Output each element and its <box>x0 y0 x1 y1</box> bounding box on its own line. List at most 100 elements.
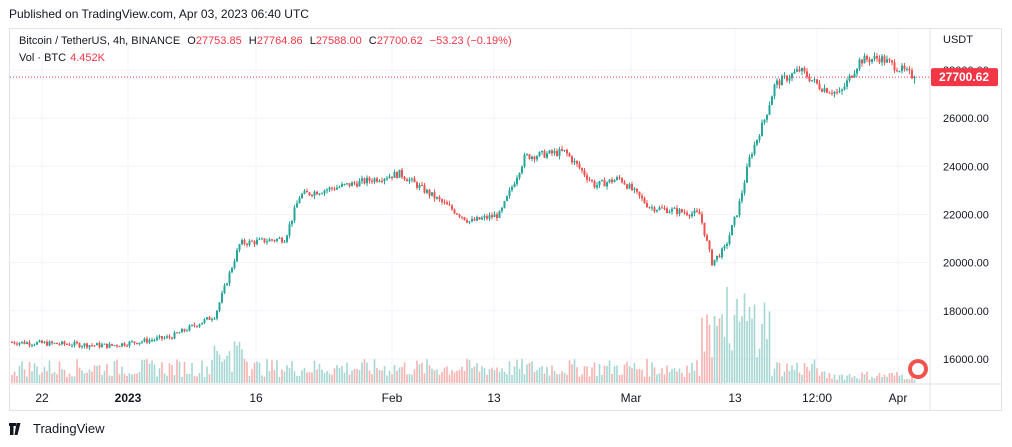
high-label: H <box>248 35 257 47</box>
volume-bar <box>823 371 826 383</box>
volume-bar <box>386 375 388 383</box>
volume-bar <box>296 375 298 383</box>
candle-body <box>163 337 166 339</box>
volume-bar <box>188 373 191 383</box>
last-price-label: 27700.62 <box>939 70 989 84</box>
candle-body <box>886 59 888 63</box>
volume-bar <box>773 368 776 383</box>
volume-bar <box>48 360 51 383</box>
candle-body <box>91 345 93 347</box>
candle-body <box>776 80 778 85</box>
candle-body <box>106 343 108 348</box>
volume-bar <box>426 359 428 383</box>
candle-body <box>26 342 28 344</box>
volume-bar <box>866 371 868 383</box>
candle-body <box>623 182 626 185</box>
volume-bar <box>491 367 493 383</box>
candle-body <box>811 80 813 82</box>
low-label: L <box>309 35 316 47</box>
candle-body <box>88 345 91 348</box>
volume-bar <box>891 372 893 383</box>
candle-body <box>438 197 441 200</box>
volume-bar <box>833 374 836 383</box>
candle-body <box>356 183 358 187</box>
volume-bar <box>788 370 791 383</box>
volume-bar <box>456 370 458 383</box>
volume-bar <box>368 370 371 383</box>
chart-frame[interactable] <box>9 28 1002 411</box>
candle-body <box>488 215 491 219</box>
candle-body <box>301 193 303 198</box>
candle-body <box>128 341 131 346</box>
candle-body <box>211 319 213 321</box>
volume-bar <box>158 368 161 383</box>
volume-bar <box>856 378 858 383</box>
candle-body <box>576 160 578 164</box>
candle-body <box>898 71 901 73</box>
chart-legend: Bitcoin / TetherUS, 4h, BINANCE O27753.8… <box>19 35 516 47</box>
volume-bar <box>326 371 328 383</box>
candle-body <box>483 216 486 218</box>
volume-bar <box>616 365 618 383</box>
volume-bar <box>606 366 608 383</box>
volume-bar <box>418 364 421 383</box>
candle-body <box>148 340 151 343</box>
volume-bar <box>378 370 381 383</box>
candle-body <box>751 154 753 157</box>
candle-body <box>631 184 633 191</box>
candle-body <box>613 179 616 183</box>
candle-body <box>818 83 821 90</box>
volume-bar <box>103 370 106 383</box>
volume-bar <box>293 371 296 383</box>
candle-body <box>708 240 711 250</box>
candle-body <box>696 210 698 212</box>
candle-body <box>761 122 763 137</box>
volume-bar <box>896 372 898 383</box>
volume-bar <box>591 367 593 383</box>
candle-body <box>253 241 256 245</box>
volume-bar <box>803 363 806 383</box>
volume-bar <box>83 373 86 383</box>
candle-body <box>773 84 776 97</box>
volume-bar <box>906 379 908 383</box>
candle-body <box>908 68 911 71</box>
candle-body <box>331 187 333 189</box>
volume-bar <box>303 367 306 383</box>
volume-bar <box>423 373 426 383</box>
candle-body <box>893 62 896 71</box>
candle-body <box>281 238 283 243</box>
volume-bar <box>886 376 888 383</box>
volume-bar <box>696 360 698 383</box>
candle-body <box>616 177 618 180</box>
candle-body <box>578 163 581 169</box>
volume-bar <box>71 376 73 383</box>
candle-body <box>813 79 816 81</box>
volume-bar <box>36 366 38 383</box>
candle-body <box>586 175 588 180</box>
volume-bar <box>98 365 101 383</box>
candle-body <box>313 191 316 196</box>
volume-bar <box>783 371 786 383</box>
candle-body <box>458 214 461 217</box>
candle-body <box>61 341 63 345</box>
volume-bar <box>796 362 798 383</box>
candle-body <box>111 343 113 346</box>
volume-bar <box>288 367 291 383</box>
volume-bar <box>246 361 248 383</box>
candle-body <box>173 332 176 339</box>
volume-bar <box>588 376 591 383</box>
volume-bar <box>156 376 158 383</box>
volume-bar <box>323 372 326 383</box>
volume-bar <box>648 376 651 383</box>
volume-bar <box>496 367 498 383</box>
volume-bar <box>321 369 323 383</box>
candle-body <box>588 179 591 181</box>
candle-body <box>11 342 13 344</box>
candle-body <box>633 188 636 191</box>
volume-bar <box>198 372 201 383</box>
candle-body <box>186 330 188 332</box>
volume-bar <box>351 370 353 383</box>
volume-bar <box>628 366 631 383</box>
candle-body <box>608 179 611 183</box>
